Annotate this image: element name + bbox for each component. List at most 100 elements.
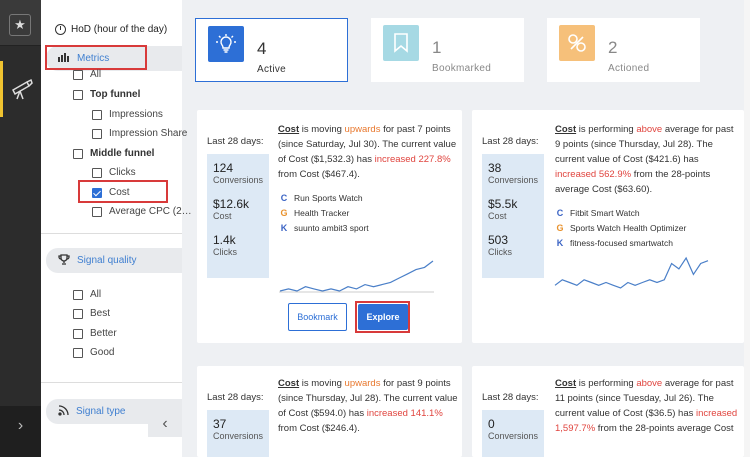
stat-actioned[interactable]: 2 Actioned (547, 18, 700, 82)
checkbox[interactable] (92, 109, 102, 120)
desc-text: from Cost ($467.4). (278, 169, 360, 180)
checkbox-all-metrics[interactable]: All (73, 69, 101, 80)
checkbox-quality-good[interactable]: Good (73, 347, 114, 358)
active-count: 4 (257, 39, 267, 58)
actioned-count: 2 (608, 38, 618, 57)
checkbox[interactable] (73, 308, 83, 319)
desc-text: is moving (299, 378, 345, 389)
active-label: Active (257, 64, 287, 75)
desc-text: is performing (576, 378, 637, 389)
checkbox[interactable] (73, 89, 83, 100)
checkbox[interactable] (92, 167, 102, 178)
checkbox-middle-funnel[interactable]: Middle funnel (73, 148, 154, 159)
metric-name: Clicks (213, 247, 237, 257)
explore-button[interactable]: Explore (358, 304, 408, 330)
checkbox-top-funnel[interactable]: Top funnel (73, 89, 140, 100)
sparkline-path (279, 260, 434, 292)
collapse-panel-button[interactable]: ‹ (148, 413, 182, 437)
sparkline-path (554, 256, 709, 289)
bar-chart-icon (58, 52, 70, 65)
source-label: fitness-focused smartwatch (570, 237, 673, 248)
metric-link[interactable]: Cost (555, 124, 577, 135)
metric-name: Conversions (488, 431, 539, 441)
metric-value: $5.5k (488, 197, 518, 211)
sparkline (279, 260, 434, 293)
source-item: C Fitbit Smart Watch (556, 205, 686, 220)
metric-value: 124 (213, 161, 234, 175)
metric-conversions: 37 Conversions (207, 417, 269, 441)
metrics-section-header[interactable]: Metrics (46, 46, 182, 71)
stat-active[interactable]: 4 Active (195, 18, 348, 82)
signal-description: Cost is moving upwards for past 7 points… (278, 122, 458, 182)
metric-value: 0 (488, 417, 495, 431)
signal-quality-label: Signal quality (77, 255, 137, 266)
star-icon[interactable]: ★ (9, 14, 31, 36)
checkbox-label: Top funnel (90, 89, 141, 100)
desc-text: for past 9 points (since Thursday, Jul 2… (278, 378, 458, 419)
change-text: increased 562.9% (555, 169, 632, 180)
campaign-icon: C (280, 192, 288, 203)
checkbox-quality-all[interactable]: All (73, 289, 101, 300)
metric-conversions: 38 Conversions (482, 161, 544, 185)
metric-name: Conversions (213, 175, 264, 185)
checkbox-quality-better[interactable]: Better (73, 328, 117, 339)
signal-description: Cost is moving upwards for past 9 points… (278, 376, 458, 436)
trend-word: upwards (344, 124, 381, 135)
checkbox[interactable] (73, 347, 83, 358)
signal-icon (58, 404, 69, 419)
checkbox[interactable] (73, 328, 83, 339)
checkbox-cost[interactable]: Cost (92, 187, 130, 198)
metric-link[interactable]: Cost (278, 378, 300, 389)
highlight-metrics (45, 45, 147, 70)
signal-description: Cost is performing above average for pas… (555, 376, 741, 436)
checkbox[interactable] (92, 206, 102, 217)
checkbox-quality-best[interactable]: Best (73, 308, 110, 319)
checkbox[interactable] (73, 69, 83, 80)
divider (41, 382, 182, 383)
source-label: Fitbit Smart Watch (570, 207, 640, 218)
metric-value: 38 (488, 161, 502, 175)
metrics-box: 0 Conversions (482, 410, 544, 457)
stat-bookmarked[interactable]: 1 Bookmarked (371, 18, 524, 82)
checkbox[interactable] (73, 289, 83, 300)
bookmark-icon (383, 25, 419, 61)
source-label: suunto ambit3 sport (294, 222, 369, 233)
period-label: Last 28 days: (207, 136, 264, 147)
scrollbar[interactable] (744, 0, 750, 457)
desc-text: average for past 9 points (since Thursda… (555, 124, 734, 165)
metric-value: $12.6k (213, 197, 250, 211)
source-item: C Run Sports Watch (280, 190, 369, 205)
rail-top: ★ (0, 0, 41, 46)
checkbox[interactable] (92, 128, 102, 139)
divider (41, 233, 182, 234)
bookmarked-count: 1 (432, 38, 442, 57)
signal-quality-section-header[interactable]: Signal quality (46, 248, 182, 273)
trend-word: upwards (344, 378, 381, 389)
checkbox-label: Middle funnel (90, 148, 155, 159)
change-text: increased 141.1% (366, 408, 443, 419)
metric-link[interactable]: Cost (555, 378, 577, 389)
source-item: G Sports Watch Health Optimizer (556, 220, 686, 235)
checkbox-average-cpc[interactable]: Average CPC (2… (92, 206, 192, 217)
metrics-box: 38 Conversions $5.5k Cost 503 Clicks (482, 154, 544, 278)
checkbox-impressions[interactable]: Impressions (92, 109, 163, 120)
metrics-box: 124 Conversions $12.6k Cost 1.4k Clicks (207, 154, 269, 278)
lightbulb-icon (208, 26, 244, 62)
signal-card: Last 28 days: 124 Conversions $12.6k Cost … (197, 110, 462, 343)
bookmarked-label: Bookmarked (432, 63, 492, 74)
telescope-icon[interactable] (0, 61, 41, 117)
actioned-icon (559, 25, 595, 61)
expand-rail-button[interactable]: › (0, 406, 41, 457)
hod-filter[interactable]: HoD (hour of the day) (55, 24, 167, 35)
trend-word: above (636, 378, 663, 389)
metric-name: Conversions (488, 175, 539, 185)
checkbox-clicks[interactable]: Clicks (92, 167, 136, 178)
source-label: Run Sports Watch (294, 192, 363, 203)
metric-link[interactable]: Cost (278, 124, 300, 135)
checkbox[interactable] (73, 148, 83, 159)
checkbox-label: Clicks (109, 167, 136, 178)
bookmark-button[interactable]: Bookmark (288, 303, 347, 331)
checkbox-impression-share[interactable]: Impression Share (92, 128, 187, 139)
checkbox-checked[interactable] (92, 187, 102, 198)
